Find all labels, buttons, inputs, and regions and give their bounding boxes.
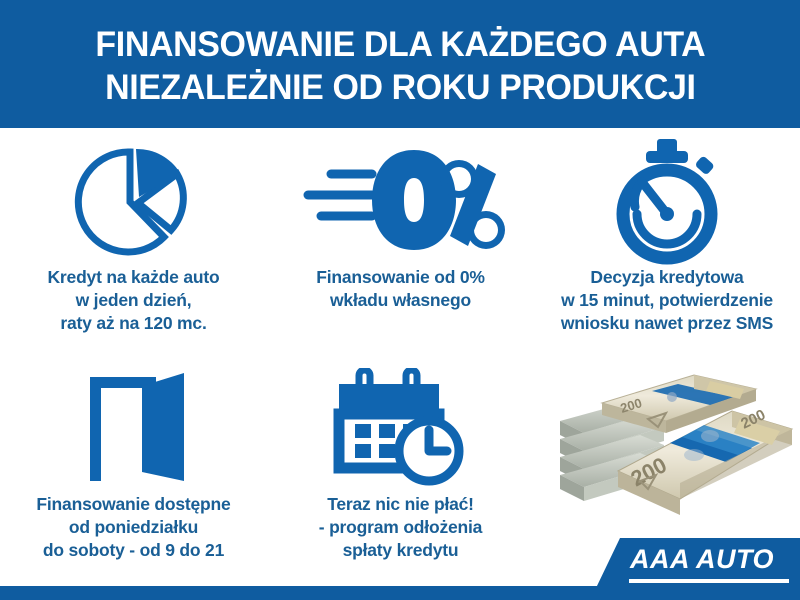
caption-line: od poniedziałku [68,517,199,537]
caption-line: - program odłożenia [318,517,483,537]
caption-line: Teraz nic nie płać! [327,494,474,514]
caption-line: wkładu własnego [330,290,471,310]
caption-line: Finansowanie dostępne [36,494,231,514]
caption-line: Kredyt na każde auto [47,267,220,287]
logo-text: AAA AUTO [630,544,774,574]
header-title-line-2: NIEZALEŻNIE OD ROKU PRODUKCJI [104,68,696,107]
feature-item-credit-any-car: Kredyt na każde auto w jeden dzień, raty… [0,128,267,355]
caption-line: Finansowanie od 0% [316,267,485,287]
header-banner: FINANSOWANIE DLA KAŻDEGO AUTA NIEZALEŻNI… [0,0,800,128]
feature-caption: Decyzja kredytowa w 15 minut, potwierdze… [555,266,779,335]
features-grid: Kredyt na każde auto w jeden dzień, raty… [0,128,800,586]
caption-line: wniosku nawet przez SMS [560,313,774,333]
header-title-line-1: FINANSOWANIE DLA KAŻDEGO AUTA [95,25,705,64]
money-photo-cell: 200 200 200 [534,355,800,586]
feature-caption: Kredyt na każde auto w jeden dzień, raty… [41,266,225,335]
feature-caption: Finansowanie od 0% wkładu własnego [310,266,491,312]
caption-line: w jeden dzień, [75,290,192,310]
banknote-stacks-photo: 200 200 200 [560,374,794,515]
caption-line: do soboty - od 9 do 21 [42,540,225,560]
stopwatch-icon [602,138,732,266]
feature-item-deferred-payment: Teraz nic nie płać! - program odłożenia … [267,355,534,586]
caption-line: spłaty kredytu [342,540,459,560]
bottom-blue-bar [0,586,800,600]
pie-chart-icon [68,138,200,266]
caption-line: w 15 minut, potwierdzenie [561,290,773,310]
caption-line: raty aż na 120 mc. [60,313,207,333]
feature-caption: Teraz nic nie płać! - program odłożenia … [313,493,488,562]
feature-item-opening-hours: Finansowanie dostępne od poniedziałku do… [0,355,267,586]
zero-percent-icon [296,138,506,266]
feature-caption: Finansowanie dostępne od poniedziałku do… [30,493,236,562]
feature-item-zero-down-payment: Finansowanie od 0% wkładu własnego [267,128,534,355]
svg-text:200: 200 [618,395,643,416]
logo-underline [629,579,789,583]
caption-line: Decyzja kredytowa [590,267,744,287]
aaa-auto-logo[interactable]: AAA AUTO [596,538,800,588]
feature-item-fast-decision: Decyzja kredytowa w 15 minut, potwierdze… [534,128,800,355]
open-door-icon [74,365,194,493]
calendar-clock-icon [333,365,468,493]
